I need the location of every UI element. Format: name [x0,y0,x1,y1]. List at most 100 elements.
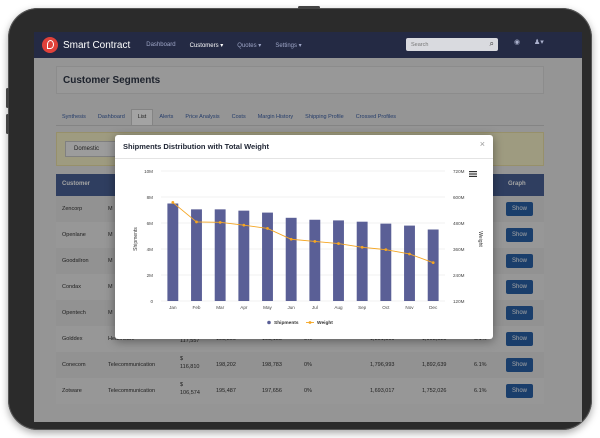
y-left-tick-label: 6M [147,221,154,226]
y-right-tick-label: 240M [453,273,465,278]
cell-value: 1,796,993 [370,362,395,368]
weight-point [408,252,411,256]
cell-value: 1,752,026 [422,388,447,394]
y-left-tick-label: 4M [147,247,154,252]
chart-bar [333,220,344,301]
legend-marker-shipments [267,320,271,325]
chart-bar [380,223,392,301]
table-row: Conecom Telecommunication $ 116,810 198,… [56,352,544,378]
show-button[interactable]: Show [506,384,533,398]
modal-divider [115,158,493,159]
chart-bar [167,203,179,301]
modal-title: Shipments Distribution with Total Weight [123,142,269,151]
cell-segment: M [108,232,113,238]
cell-value: 6.1% [474,388,487,394]
show-button[interactable]: Show [506,202,533,216]
power-button [298,6,320,9]
x-tick-label: Aug [334,305,343,310]
user-icon[interactable]: ♟▾ [534,39,544,46]
cell-currency: $ [180,356,184,362]
chart-bar [427,229,439,301]
tab-crossed-profiles[interactable]: Crossed Profiles [355,114,397,120]
search-input[interactable]: Search ⌕ [406,38,498,51]
legend-marker-weight [308,321,312,324]
chart-bar [356,221,368,301]
show-button[interactable]: Show [506,332,533,346]
tab-costs[interactable]: Costs [231,114,246,120]
brand-name[interactable]: Smart Contract [63,39,131,51]
weight-series-line [172,202,434,264]
cell-segment: M [108,206,113,212]
header-customer[interactable]: Customer [62,181,91,187]
cell-value: 195,487 [216,388,236,394]
cell-segment: Telecommunication [108,362,156,368]
cell-value: 6.1% [474,336,487,342]
cell-segment: M [108,284,113,290]
tab-margin-history[interactable]: Margin History [257,114,294,120]
show-button[interactable]: Show [506,254,533,268]
chart-line [171,201,435,265]
hamburger-icon-bar [469,171,477,173]
weight-point [266,227,269,230]
search-icon[interactable]: ⌕ [489,39,494,48]
y-left-tick-label: 8M [147,195,154,200]
chart-bar [262,212,273,301]
cell-value: 106,574 [180,390,200,396]
weight-point [195,220,198,224]
cell-value: 1,892,639 [422,362,447,368]
y-right-tick-label: 360M [453,247,465,252]
weight-point [313,240,317,243]
tab-dashboard[interactable]: Dashboard [97,114,125,120]
weight-point [431,261,435,265]
hamburger-icon-bar [469,173,477,175]
logo-icon[interactable] [42,37,58,53]
cell-customer: Condax [62,284,81,290]
show-button[interactable]: Show [506,228,533,242]
show-button[interactable]: Show [506,358,533,372]
x-tick-label: Nov [405,305,414,310]
nav-quotes[interactable]: Quotes ▾ [237,42,262,49]
weight-point [384,248,388,252]
close-icon[interactable]: × [479,139,485,149]
cell-value: 6.1% [474,362,487,368]
show-button[interactable]: Show [506,306,533,320]
header-graph: Graph [508,181,526,187]
table-row: Zotware Telecommunication $ 106,574 195,… [56,378,544,404]
cell-segment: Telecommunication [108,388,156,394]
segment-select-value: Domestic [74,146,100,152]
chart-legend: Shipments Weight [267,320,333,326]
page-title: Customer Segments [56,66,544,94]
y-right-tick-label: 120M [453,299,465,304]
weight-point [218,220,222,224]
chart-bar [309,219,321,301]
cell-segment: M [108,258,113,264]
tab-alerts[interactable]: Alerts [159,114,174,120]
tab-synthesis[interactable]: Synthesis [62,114,86,120]
chart-modal: Shipments Distribution with Total Weight… [115,135,493,339]
x-tick-label: Mar [216,305,224,310]
chart-ticks: 0 120M 2M 240M 4M 360M 6M 480M 8M 600M 10M 720M Jan F… [144,169,465,310]
cell-value: 0% [304,336,312,342]
tab-price-analysis[interactable]: Price Analysis [185,114,220,120]
chart-bar [214,209,226,301]
legend-label-weight: Weight [317,320,333,326]
chart-bar [404,225,415,301]
volume-button [6,114,9,134]
tab-shipping-profile[interactable]: Shipping Profile [305,114,344,120]
hamburger-icon[interactable] [469,171,477,177]
nav-dashboard[interactable]: Dashboard [146,42,176,48]
nav-settings[interactable]: Settings ▾ [275,42,302,49]
y-axis-left-label: Shipments [133,227,139,251]
x-tick-label: Feb [193,305,201,310]
y-right-tick-label: 600M [453,195,465,200]
x-tick-label: Dec [429,305,438,310]
help-icon[interactable]: ◉ [514,39,521,46]
cell-customer: Opentech [62,310,86,316]
tab-list[interactable]: List [130,109,154,125]
x-tick-label: Apr [240,305,248,310]
show-button[interactable]: Show [506,280,533,294]
cell-segment: Healthcare [108,336,135,342]
cell-value: 1,801,800 [370,336,395,342]
nav-customers[interactable]: Customers ▾ [189,42,224,49]
cell-value: 198,155 [262,336,282,342]
